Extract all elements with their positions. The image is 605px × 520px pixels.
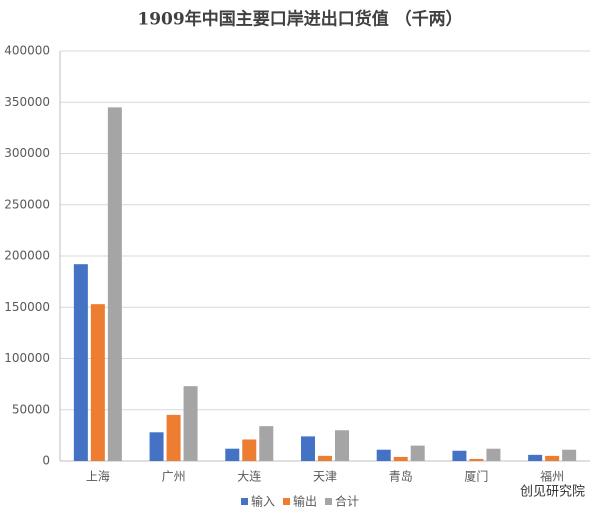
x-tick-label: 厦门 bbox=[464, 469, 488, 484]
bar bbox=[90, 304, 105, 461]
y-tick-label: 100000 bbox=[4, 351, 50, 365]
bar bbox=[166, 414, 181, 461]
y-tick-label: 0 bbox=[42, 454, 50, 468]
bar bbox=[376, 449, 391, 461]
bar bbox=[335, 430, 349, 461]
bar bbox=[528, 454, 543, 461]
bar bbox=[259, 426, 274, 461]
legend-swatch bbox=[325, 498, 332, 505]
bar bbox=[225, 448, 240, 461]
x-tick-label: 广州 bbox=[162, 470, 186, 484]
bar bbox=[183, 386, 198, 461]
bar bbox=[410, 445, 425, 461]
bar bbox=[562, 449, 577, 461]
bar bbox=[107, 107, 122, 461]
bar bbox=[469, 458, 484, 461]
y-tick-label: 350000 bbox=[4, 95, 50, 109]
y-tick-label: 400000 bbox=[4, 44, 50, 58]
bar bbox=[301, 436, 315, 461]
x-tick-label: 福州 bbox=[540, 469, 564, 484]
watermark: 创见研究院 bbox=[520, 485, 585, 500]
bar bbox=[73, 264, 88, 461]
y-tick-label: 250000 bbox=[4, 197, 50, 211]
legend-swatch bbox=[283, 498, 290, 505]
bar bbox=[318, 455, 332, 461]
x-tick-label: 大连 bbox=[237, 469, 261, 484]
x-tick-label: 青岛 bbox=[389, 469, 413, 484]
bar bbox=[545, 455, 560, 461]
legend-label: 输入 bbox=[251, 494, 275, 509]
bar bbox=[452, 450, 467, 461]
y-tick-label: 300000 bbox=[4, 146, 50, 160]
bar bbox=[242, 439, 257, 461]
y-tick-label: 50000 bbox=[12, 402, 50, 416]
x-tick-label: 上海 bbox=[86, 469, 110, 484]
y-tick-label: 150000 bbox=[4, 300, 50, 314]
bar bbox=[149, 432, 164, 461]
legend-swatch bbox=[241, 498, 248, 505]
bar bbox=[393, 456, 408, 461]
bar bbox=[486, 448, 501, 461]
chart-title: 1909年中国主要口岸进出口货值 （千两） bbox=[137, 9, 462, 30]
legend-label: 输出 bbox=[293, 494, 317, 509]
legend-label: 合计 bbox=[335, 494, 359, 509]
y-tick-label: 200000 bbox=[4, 249, 50, 263]
x-tick-label: 天津 bbox=[313, 470, 337, 484]
